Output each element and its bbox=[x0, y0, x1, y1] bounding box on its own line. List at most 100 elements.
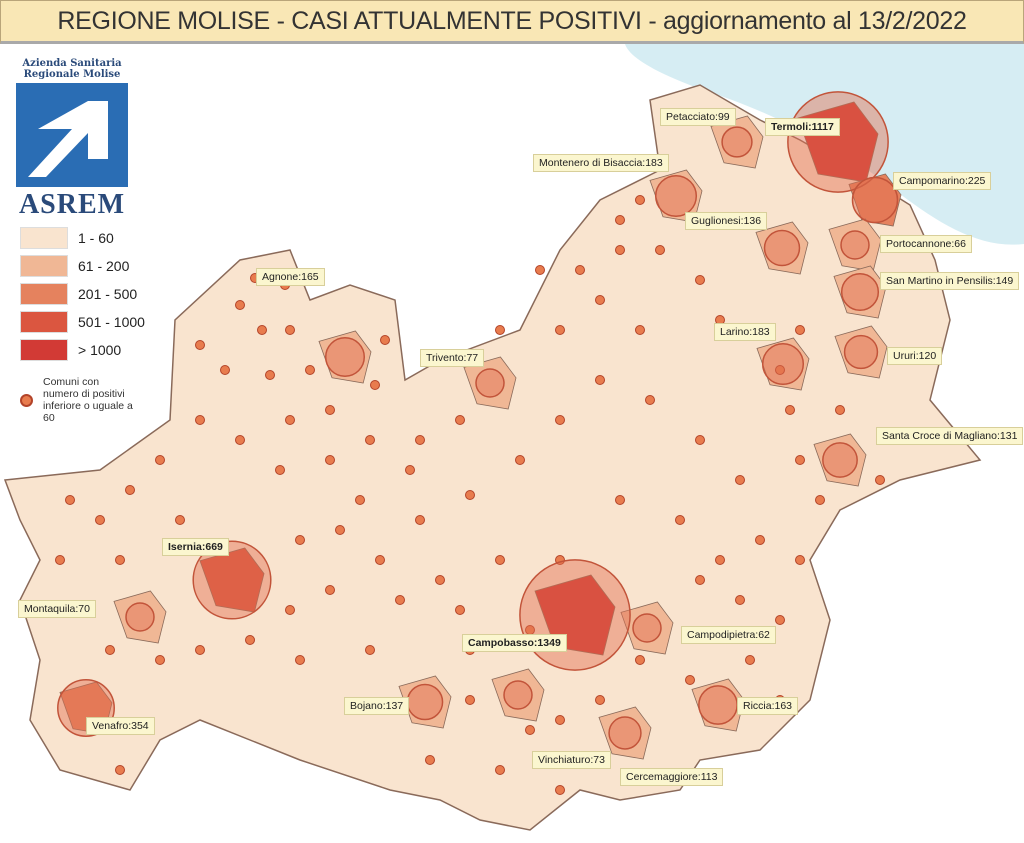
comune-dot bbox=[595, 695, 605, 705]
comune-dot bbox=[495, 765, 505, 775]
legend-item: 61 - 200 bbox=[20, 252, 145, 280]
comune-dot bbox=[125, 485, 135, 495]
comune-dot bbox=[235, 435, 245, 445]
comune-dot bbox=[95, 515, 105, 525]
sea bbox=[625, 44, 1024, 245]
legend-item: 201 - 500 bbox=[20, 280, 145, 308]
comune-dot bbox=[685, 675, 695, 685]
case-bubble bbox=[787, 91, 889, 193]
comune-dot bbox=[115, 555, 125, 565]
legend-item: > 1000 bbox=[20, 336, 145, 364]
comune-label: Riccia:163 bbox=[737, 697, 799, 715]
case-bubble bbox=[654, 174, 698, 218]
comune-dot bbox=[525, 725, 535, 735]
comune-area bbox=[691, 678, 745, 732]
comune-dot bbox=[415, 515, 425, 525]
comune-dot bbox=[795, 555, 805, 565]
comune-dot bbox=[235, 300, 245, 310]
comune-area bbox=[463, 356, 517, 410]
comune-dot bbox=[355, 495, 365, 505]
comune-dot bbox=[257, 325, 267, 335]
comune-area bbox=[491, 668, 545, 722]
comune-label: Montaquila:70 bbox=[18, 600, 96, 618]
comune-dot bbox=[455, 605, 465, 615]
comune-dot bbox=[370, 380, 380, 390]
case-bubble bbox=[763, 229, 801, 267]
comune-dot bbox=[275, 465, 285, 475]
comune-dot bbox=[745, 655, 755, 665]
comune-dot bbox=[365, 435, 375, 445]
comune-dot bbox=[220, 365, 230, 375]
comune-dot bbox=[735, 475, 745, 485]
comune-area bbox=[828, 218, 882, 272]
comune-dot bbox=[335, 525, 345, 535]
legend-item: 1 - 60 bbox=[20, 224, 145, 252]
comune-area bbox=[598, 706, 652, 760]
comune-dot bbox=[795, 325, 805, 335]
comune-dot bbox=[615, 215, 625, 225]
comune-dot bbox=[265, 370, 275, 380]
comune-dot bbox=[365, 645, 375, 655]
map-title: REGIONE MOLISE - CASI ATTUALMENTE POSITI… bbox=[57, 6, 967, 35]
comune-dot bbox=[395, 595, 405, 605]
comune-dot bbox=[635, 655, 645, 665]
comune-dot bbox=[795, 455, 805, 465]
comune-label: Larino:183 bbox=[714, 323, 776, 341]
comune-dot bbox=[155, 455, 165, 465]
legend-item: 501 - 1000 bbox=[20, 308, 145, 336]
logo-org-line1: Azienda Sanitaria bbox=[22, 58, 122, 69]
comune-label: Montenero di Bisaccia:183 bbox=[533, 154, 669, 172]
comune-dot bbox=[105, 645, 115, 655]
legend-label: 1 - 60 bbox=[78, 230, 114, 246]
comune-dot bbox=[775, 615, 785, 625]
case-bubble bbox=[843, 334, 879, 370]
case-bubble bbox=[698, 685, 738, 725]
comune-dot bbox=[615, 495, 625, 505]
comune-dot bbox=[875, 475, 885, 485]
comune-area bbox=[710, 115, 764, 169]
dot-symbol bbox=[20, 393, 33, 407]
comune-dot bbox=[835, 405, 845, 415]
comune-dot bbox=[655, 245, 665, 255]
case-bubble bbox=[503, 680, 533, 710]
case-bubble bbox=[840, 272, 880, 312]
comune-dot bbox=[65, 495, 75, 505]
legend-label: 201 - 500 bbox=[78, 286, 138, 302]
comune-area bbox=[813, 433, 867, 487]
comune-dot bbox=[415, 435, 425, 445]
comune-label: Trivento:77 bbox=[420, 349, 485, 367]
comune-dot bbox=[195, 340, 205, 350]
comune-dot bbox=[775, 365, 785, 375]
comune-dot bbox=[380, 335, 390, 345]
case-bubble bbox=[406, 683, 444, 721]
comune-dot bbox=[295, 535, 305, 545]
comune-area bbox=[620, 601, 674, 655]
comune-dot bbox=[325, 455, 335, 465]
comune-dot bbox=[325, 585, 335, 595]
comune-dot bbox=[615, 245, 625, 255]
comune-area bbox=[756, 337, 810, 391]
comune-area bbox=[199, 547, 265, 613]
comune-label: Campodipietra:62 bbox=[681, 626, 776, 644]
comune-label: Portocannone:66 bbox=[880, 235, 972, 253]
comune-dot bbox=[555, 715, 565, 725]
comune-dot bbox=[645, 395, 655, 405]
case-bubble bbox=[761, 342, 805, 386]
legend-dot-label: Comuni con numero di positivi inferiore … bbox=[43, 376, 133, 424]
comune-dot bbox=[175, 515, 185, 525]
comune-dot bbox=[755, 535, 765, 545]
case-bubble bbox=[475, 368, 505, 398]
comune-dot bbox=[595, 295, 605, 305]
comune-label: Termoli:1117 bbox=[765, 118, 840, 136]
comune-label: Cercemaggiore:113 bbox=[620, 768, 724, 786]
comune-label: Guglionesi:136 bbox=[685, 212, 768, 230]
legend-label: > 1000 bbox=[78, 342, 122, 358]
comune-dot bbox=[555, 785, 565, 795]
comune-dot bbox=[465, 695, 475, 705]
legend-swatch bbox=[20, 311, 68, 333]
case-bubble bbox=[721, 126, 753, 158]
comune-label: Petacciato:99 bbox=[660, 108, 736, 126]
logo-name: ASREM bbox=[18, 189, 126, 220]
legend: 1 - 60 61 - 200 201 - 500 501 - 1000 > 1000 bbox=[20, 224, 145, 364]
comune-dot bbox=[295, 655, 305, 665]
